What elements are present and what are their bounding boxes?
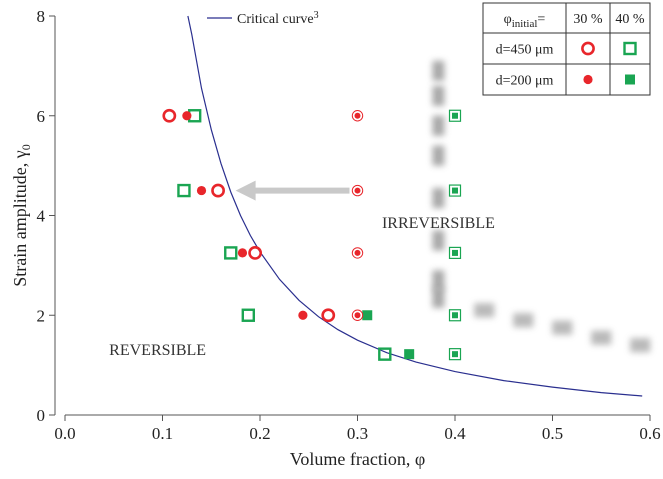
legend-marker (623, 41, 637, 56)
y-tick-label: 0 (37, 406, 46, 425)
data-point (196, 185, 207, 196)
data-point (224, 246, 238, 260)
curve-label: Critical curve3 (237, 10, 319, 27)
blurred-mark (432, 85, 445, 106)
y-tick-label: 8 (37, 7, 46, 26)
data-point (162, 108, 177, 123)
data-points (162, 108, 462, 361)
data-point (448, 246, 462, 260)
data-point (448, 109, 462, 122)
data-point (182, 111, 192, 121)
legend-marker (581, 41, 595, 56)
data-point (448, 309, 462, 322)
blurred-mark (432, 270, 445, 291)
blurred-mark (432, 115, 445, 136)
y-axis-label: Strain amplitude, γ0 (10, 144, 33, 286)
x-axis-label: Volume fraction, φ (290, 449, 426, 469)
data-point (211, 183, 225, 198)
y-tick-label: 6 (37, 107, 46, 126)
y-tick-label: 4 (37, 207, 46, 226)
legend-header: φinitial= (504, 12, 546, 30)
blurred-mark (432, 60, 445, 81)
data-point (248, 246, 263, 260)
blurred-mark (474, 303, 495, 318)
blurred-mark (432, 287, 445, 308)
blurred-mark (630, 338, 651, 353)
data-point (321, 308, 336, 323)
data-point (241, 308, 256, 322)
critical-curve-group (187, 15, 643, 397)
x-tick-label: 0.5 (542, 424, 563, 443)
legend-row-label: d=450 μm (496, 43, 554, 58)
arrow-head (235, 180, 256, 201)
legend-marker (625, 74, 635, 85)
legend-col-label: 30 % (573, 12, 603, 27)
blurred-mark (591, 330, 612, 345)
x-tick-label: 0.0 (54, 424, 75, 443)
legend-col-label: 40 % (615, 12, 645, 27)
blurred-mark (432, 230, 445, 251)
annotations: Critical curve3 IRREVERSIBLE REVERSIBLE (109, 10, 495, 359)
data-point (351, 247, 364, 259)
data-point (351, 110, 364, 122)
data-point (177, 183, 191, 198)
y-tick-label: 2 (37, 306, 46, 325)
arrow-group (235, 180, 350, 201)
data-point (448, 348, 462, 361)
legend-marker (583, 74, 593, 85)
series-filled-square (362, 310, 415, 360)
region-label: IRREVERSIBLE (382, 215, 495, 232)
x-tick-label: 0.1 (152, 424, 173, 443)
blurred-mark (432, 145, 445, 166)
data-point (298, 310, 308, 320)
x-tick-label: 0.2 (249, 424, 270, 443)
series-open-square (177, 109, 392, 361)
axes: 0.0 0.1 0.2 0.3 0.4 0.5 0.6 0 2 4 6 8 Volume fractio… (10, 7, 661, 469)
data-point (448, 184, 462, 197)
blurred-mark (552, 320, 573, 335)
data-point (362, 310, 373, 321)
x-tick-label: 0.6 (639, 424, 660, 443)
series-open-circle (162, 108, 336, 323)
x-tick-label: 0.4 (444, 424, 466, 443)
data-point (351, 309, 364, 321)
data-point (237, 248, 248, 258)
blurred-points (432, 60, 651, 353)
data-point (404, 349, 415, 360)
data-point (351, 184, 364, 197)
critical-curve-line (187, 15, 643, 397)
blurred-mark (513, 313, 534, 328)
region-label: REVERSIBLE (109, 342, 206, 359)
blurred-mark (432, 188, 445, 209)
series-double-circle (351, 110, 364, 321)
x-tick-label: 0.3 (347, 424, 368, 443)
series-filled-circle (182, 111, 308, 320)
legend: φinitial= 30 % 40 % d=450 μm d=200 μm (482, 2, 651, 96)
series-double-square (448, 109, 462, 361)
data-point (378, 347, 392, 361)
legend-row-label: d=200 μm (496, 74, 554, 89)
